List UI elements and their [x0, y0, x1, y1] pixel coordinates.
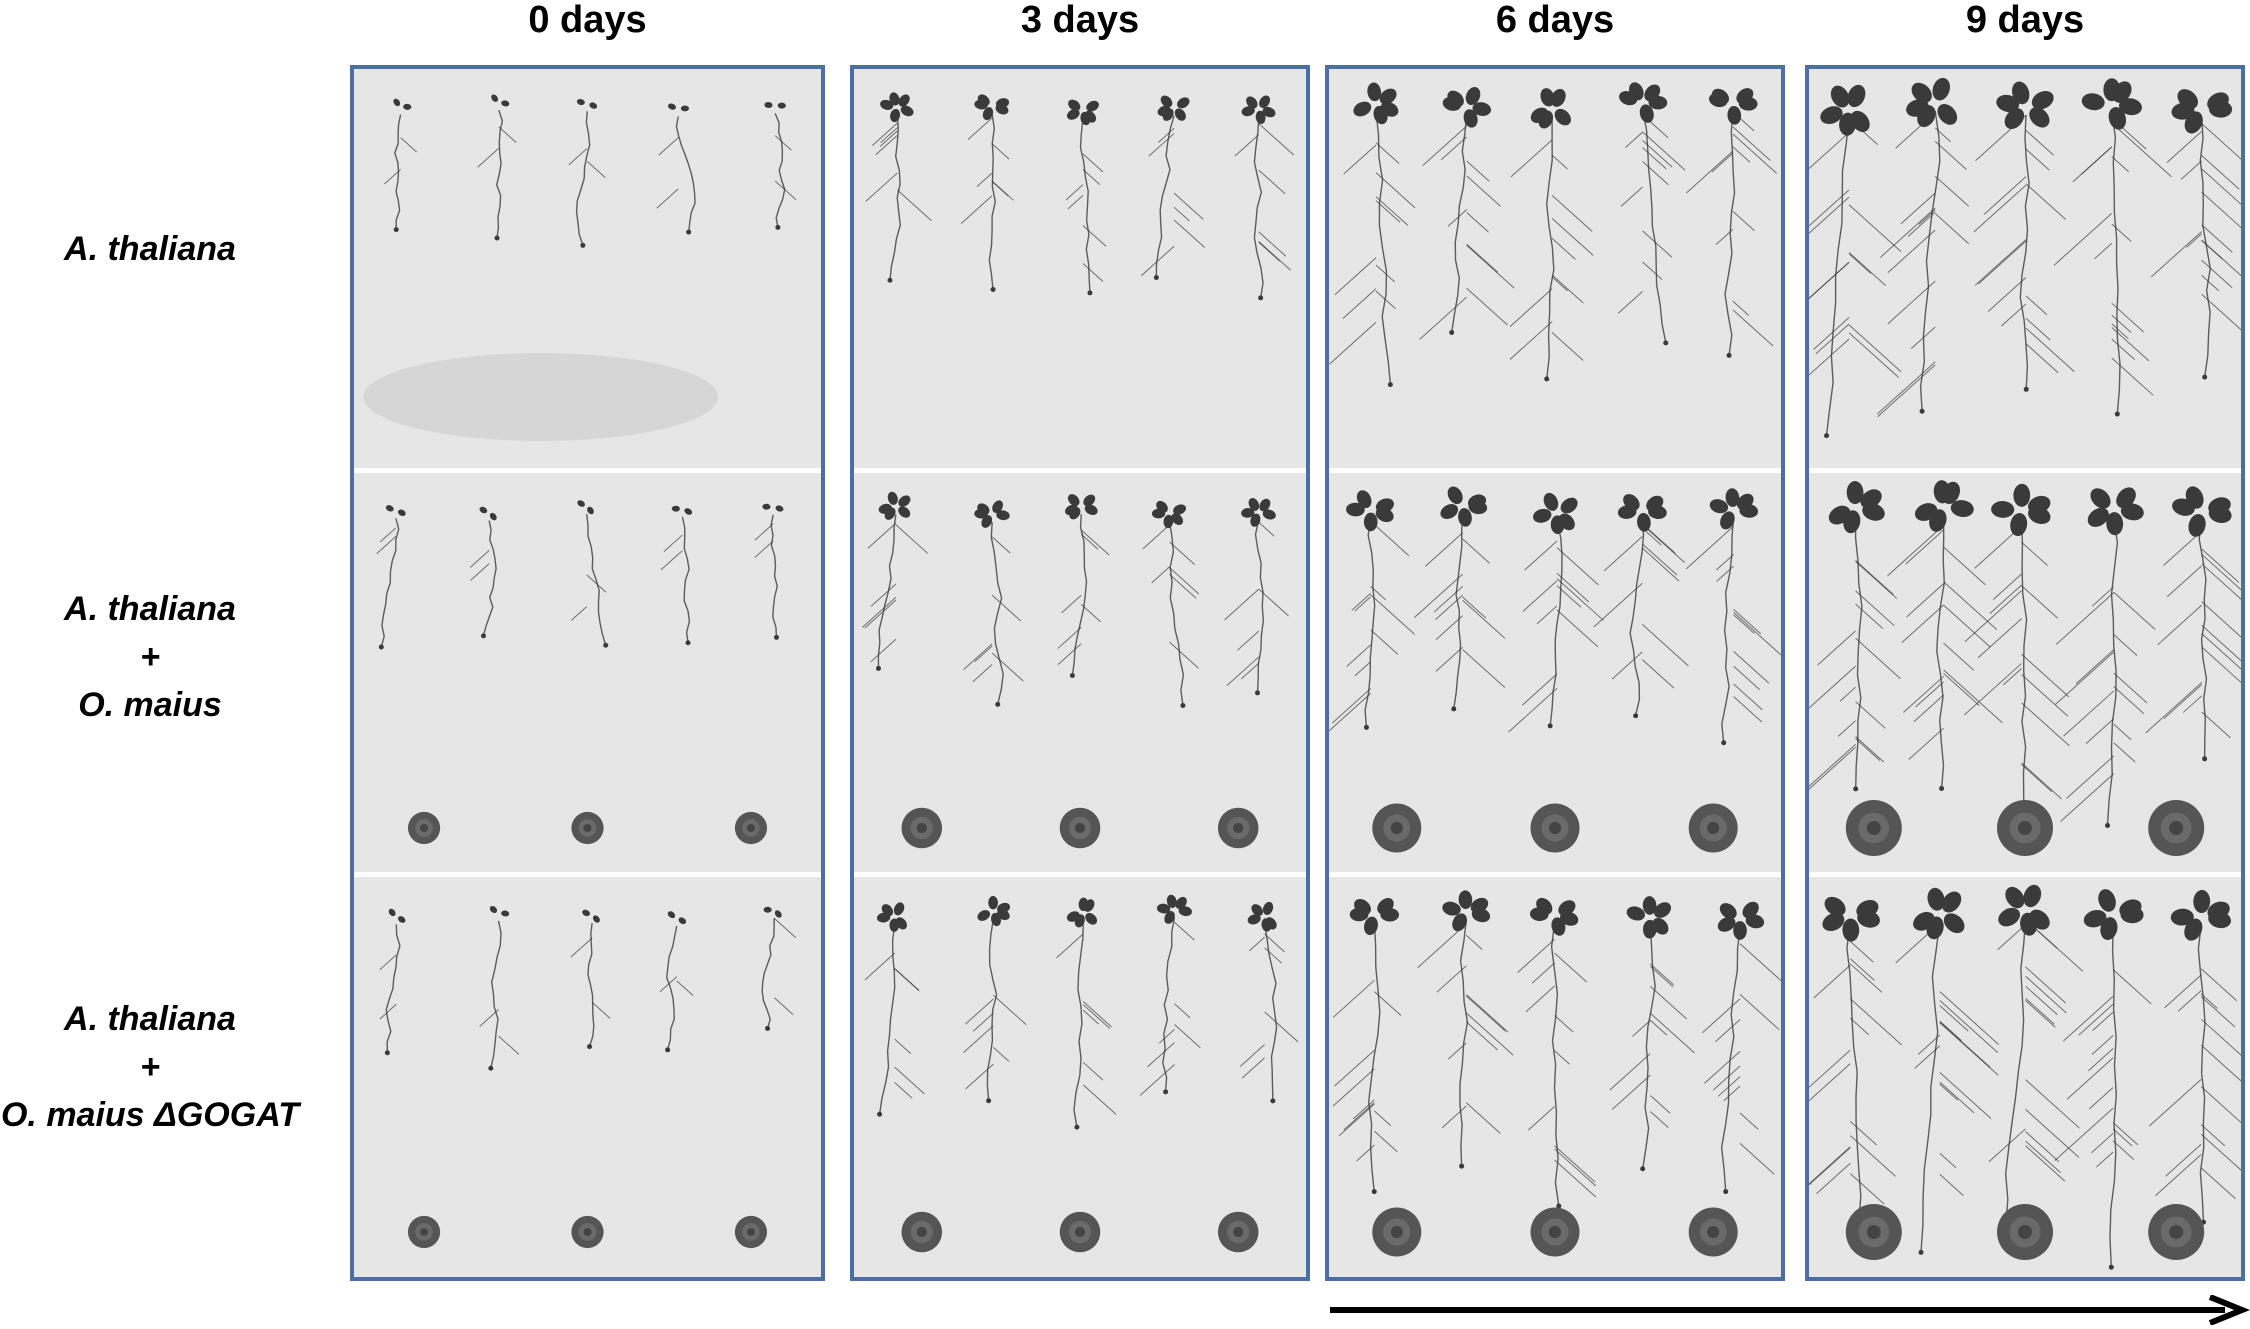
panel-divider [1329, 468, 1781, 474]
column-header-0-days: 0 days [528, 0, 647, 41]
row-label-line: A. thaliana [64, 1000, 236, 1038]
row-label-line: A. thaliana [64, 230, 236, 268]
column-header-3-days: 3 days [1020, 0, 1140, 41]
plate-photo [354, 69, 821, 469]
panel-divider [1329, 872, 1781, 878]
column-header-9-days: 9 days [1965, 0, 2085, 41]
row-label-line: + [140, 638, 160, 676]
column-frame-9-days [1805, 65, 2245, 1281]
column-frame-6-days [1325, 65, 1785, 1281]
plate-photo [1329, 69, 1781, 469]
column-frame-0-days [350, 65, 825, 1281]
row-label-a-thaliana-o-maius: A. thaliana + O. maius [0, 585, 300, 729]
plate-photo [354, 473, 821, 873]
panel-divider [854, 872, 1306, 878]
plate-photo [1809, 877, 2241, 1277]
column-frame-3-days [850, 65, 1310, 1281]
plate-photo [1809, 69, 2241, 469]
plate-photo [854, 877, 1306, 1277]
panel-divider [354, 872, 821, 878]
plate-photo [1329, 877, 1781, 1277]
row-label-line: O. maius ΔGOGAT [0, 1096, 299, 1134]
plate-photo [854, 69, 1306, 469]
row-label-line: A. thaliana [64, 590, 236, 628]
plate-photo [1329, 473, 1781, 873]
row-label-line: O. maius [78, 686, 222, 724]
panel-divider [854, 468, 1306, 474]
row-label-line: + [140, 1048, 160, 1086]
panel-divider [1809, 872, 2241, 878]
panel-divider [354, 468, 821, 474]
plate-photo [1809, 473, 2241, 873]
plate-photo [854, 473, 1306, 873]
row-label-a-thaliana: A. thaliana [0, 225, 300, 273]
column-header-6-days: 6 days [1495, 0, 1615, 41]
plate-photo [354, 877, 821, 1277]
row-label-a-thaliana-o-maius-dgogat: A. thaliana + O. maius ΔGOGAT [0, 995, 300, 1139]
panel-divider [1809, 468, 2241, 474]
time-arrow [1330, 1295, 2250, 1325]
